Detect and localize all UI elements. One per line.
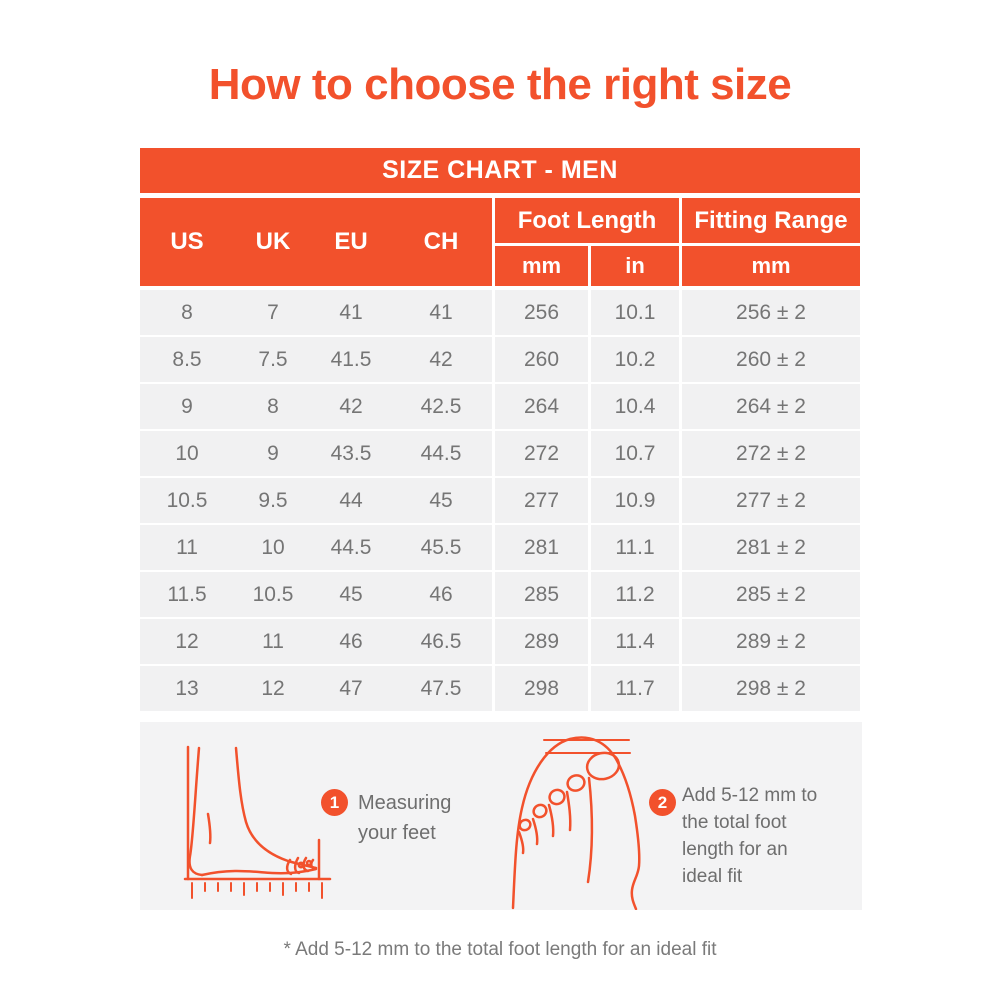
table-cell: 42.5 (390, 384, 492, 429)
table-cell: 45.5 (390, 525, 492, 570)
step-1-text: Measuring your feet (358, 788, 451, 848)
table-cell: 10.1 (588, 290, 679, 335)
table-cell: 8.5 (140, 337, 234, 382)
table-cell: 45 (390, 478, 492, 523)
table-cell: 10 (234, 525, 312, 570)
table-cell: 10.5 (234, 572, 312, 617)
table-cell: 42 (390, 337, 492, 382)
foot-top-icon (511, 736, 641, 910)
step-1-badge: 1 (321, 789, 348, 816)
page-title: How to choose the right size (208, 60, 792, 109)
table-cell: 289 (492, 619, 588, 664)
table-cell: 42 (312, 384, 390, 429)
table-cell: 11.2 (588, 572, 679, 617)
table-cell: 8 (140, 290, 234, 335)
table-cell: 298 (492, 666, 588, 711)
table-cell: 41 (312, 290, 390, 335)
column-header-foot-length-in: in (588, 246, 679, 286)
column-header-eu: EU (334, 228, 368, 255)
table-cell: 281 ± 2 (679, 525, 860, 570)
footnote: * Add 5-12 mm to the total foot length f… (283, 939, 717, 960)
table-cell: 298 ± 2 (679, 666, 860, 711)
table-cell: 13 (140, 666, 234, 711)
table-cell: 10.7 (588, 431, 679, 476)
step-text-line: length for an (682, 839, 788, 860)
column-header-fitting-range: Fitting Range (679, 198, 860, 243)
step-2-text: Add 5-12 mm to the total foot length for… (682, 782, 817, 890)
table-cell: 46 (390, 572, 492, 617)
table-cell: 285 ± 2 (679, 572, 860, 617)
table-cell: 272 ± 2 (679, 431, 860, 476)
table-cell: 12 (140, 619, 234, 664)
table-cell: 11.4 (588, 619, 679, 664)
table-cell: 264 (492, 384, 588, 429)
column-header-foot-length: Foot Length (492, 198, 679, 243)
table-cell: 9 (140, 384, 234, 429)
table-cell: 9.5 (234, 478, 312, 523)
table-cell: 47 (312, 666, 390, 711)
table-cell: 277 ± 2 (679, 478, 860, 523)
table-cell: 256 (492, 290, 588, 335)
table-cell: 45 (312, 572, 390, 617)
table-cell: 10 (140, 431, 234, 476)
table-cell: 260 ± 2 (679, 337, 860, 382)
table-cell: 9 (234, 431, 312, 476)
table-cell: 7 (234, 290, 312, 335)
column-header-us: US (170, 228, 204, 255)
step-text-line: the total foot (682, 812, 787, 833)
column-header-ch: CH (423, 228, 459, 255)
column-header-uk: UK (255, 228, 291, 255)
table-cell: 281 (492, 525, 588, 570)
table-cell: 256 ± 2 (679, 290, 860, 335)
table-cell: 41 (390, 290, 492, 335)
step-text-line: Measuring (358, 792, 452, 814)
size-chart: SIZE CHART - MEN US UK EU CH Foot Length… (140, 148, 860, 711)
step-text-line: ideal fit (682, 866, 743, 887)
measuring-guide: 1 Measuring your feet 2 Add 5-12 mm to t… (140, 722, 862, 910)
header-size-systems: US UK EU CH (140, 198, 492, 286)
foot-side-measuring-icon (183, 745, 332, 899)
table-cell: 7.5 (234, 337, 312, 382)
table-cell: 11.1 (588, 525, 679, 570)
table-cell: 46 (312, 619, 390, 664)
table-cell: 44.5 (390, 431, 492, 476)
table-cell: 264 ± 2 (679, 384, 860, 429)
table-cell: 44 (312, 478, 390, 523)
table-cell: 12 (234, 666, 312, 711)
table-cell: 44.5 (312, 525, 390, 570)
table-cell: 10.4 (588, 384, 679, 429)
size-chart-header: US UK EU CH Foot Length Fitting Range mm… (140, 198, 860, 286)
table-cell: 289 ± 2 (679, 619, 860, 664)
table-cell: 11.7 (588, 666, 679, 711)
table-cell: 43.5 (312, 431, 390, 476)
table-cell: 11.5 (140, 572, 234, 617)
table-cell: 260 (492, 337, 588, 382)
table-cell: 10.9 (588, 478, 679, 523)
table-cell: 46.5 (390, 619, 492, 664)
table-cell: 10.5 (140, 478, 234, 523)
table-cell: 11 (140, 525, 234, 570)
table-cell: 272 (492, 431, 588, 476)
table-cell: 47.5 (390, 666, 492, 711)
size-table-body: 8 7 41 41 256 10.1 256 ± 2 8.5 7.5 41.5 42 260 10.2 2… (140, 290, 860, 711)
step-text-line: your feet (358, 822, 436, 844)
table-cell: 285 (492, 572, 588, 617)
table-cell: 8 (234, 384, 312, 429)
table-cell: 10.2 (588, 337, 679, 382)
step-2-badge: 2 (649, 789, 676, 816)
size-chart-banner: SIZE CHART - MEN (140, 148, 860, 193)
table-cell: 277 (492, 478, 588, 523)
table-cell: 41.5 (312, 337, 390, 382)
step-text-line: Add 5-12 mm to (682, 785, 818, 806)
column-header-fitting-range-mm: mm (679, 246, 860, 286)
table-cell: 11 (234, 619, 312, 664)
column-header-foot-length-mm: mm (492, 246, 588, 286)
